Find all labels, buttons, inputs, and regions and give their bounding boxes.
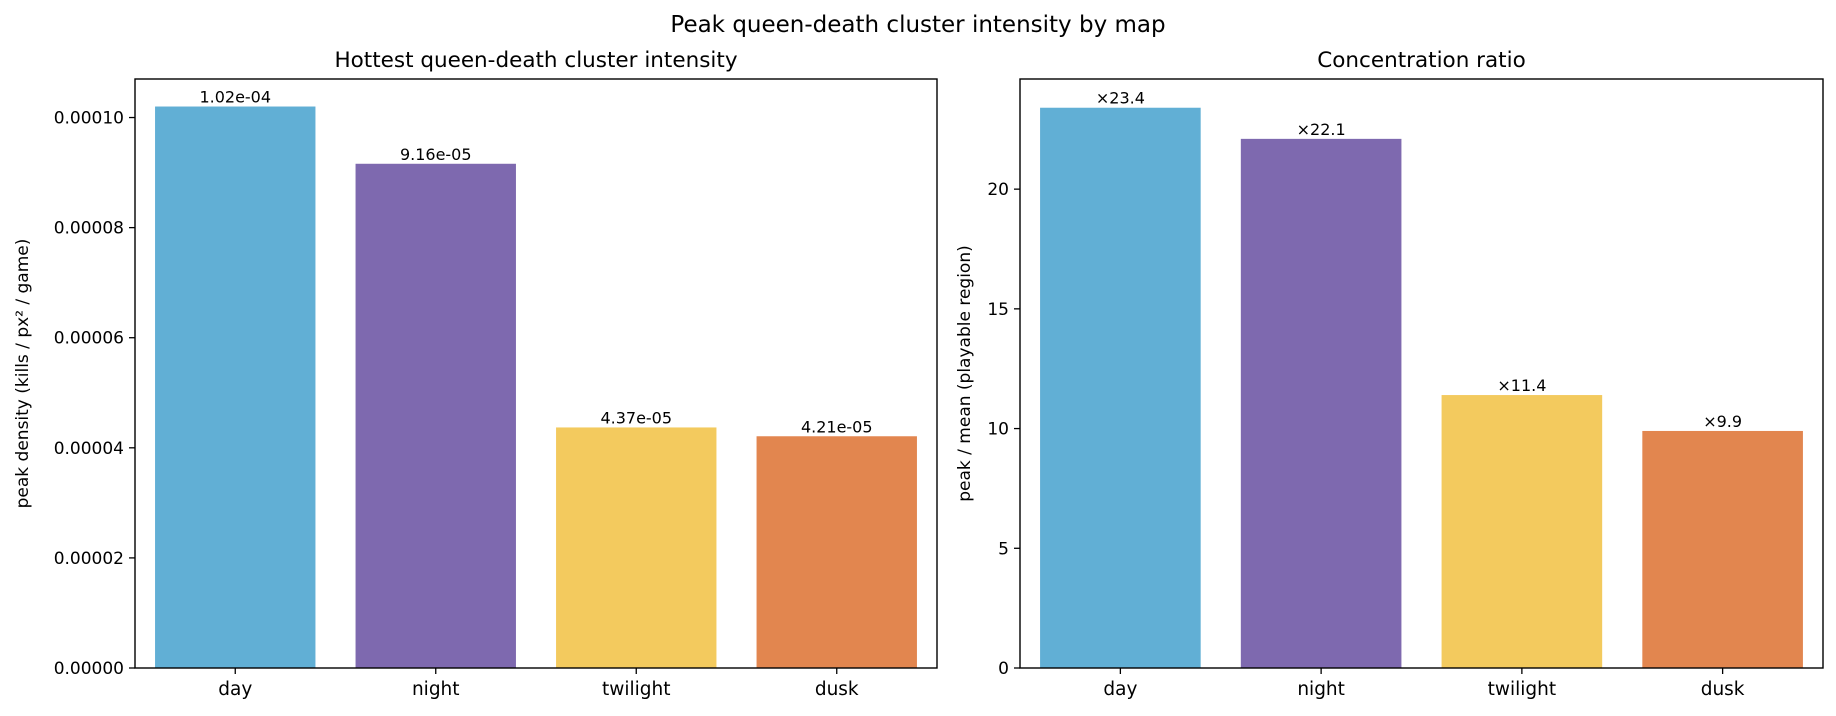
bar-twilight [556, 427, 717, 668]
bar-dusk [1642, 430, 1803, 668]
bar-day [1040, 107, 1201, 669]
bar-day [155, 106, 316, 668]
x-tick-label-night: night [412, 679, 460, 700]
data-label-night: ×22.1 [1297, 120, 1346, 139]
y-tick-label: 0.00010 [54, 109, 124, 129]
chart-panel-1: 1.02e-04 day 9.16e-05 night 4.37e-05 twilight… [13, 48, 938, 700]
y-tick-label: 0 [998, 659, 1009, 679]
x-tick-label-dusk: dusk [1701, 679, 1745, 700]
y-tick-label: 0.00002 [54, 549, 124, 569]
y-tick-label: 0.00008 [54, 219, 124, 239]
data-label-dusk: ×9.9 [1703, 412, 1742, 431]
x-tick-label-day: day [218, 679, 252, 700]
y-tick-label: 15 [987, 300, 1009, 320]
axes-frame [134, 78, 938, 669]
data-label-dusk: 4.21e-05 [801, 417, 873, 436]
panel-title: Concentration ratio [1317, 48, 1526, 73]
x-tick-label-twilight: twilight [602, 679, 671, 700]
y-tick-label: 20 [987, 180, 1009, 200]
y-tick-label: 0.00000 [54, 659, 124, 679]
x-tick-label-night: night [1297, 679, 1345, 700]
y-axis-label: peak / mean (playable region) [955, 245, 975, 501]
x-tick-label-day: day [1103, 679, 1137, 700]
bar-night [355, 163, 516, 668]
data-label-twilight: 4.37e-05 [600, 408, 672, 427]
y-tick-label: 0.00006 [54, 329, 124, 349]
panel-title: Hottest queen-death cluster intensity [334, 48, 737, 73]
x-tick-label-twilight: twilight [1488, 679, 1557, 700]
bar-twilight [1441, 395, 1603, 668]
axes-frame [1019, 78, 1824, 669]
bar-dusk [756, 436, 917, 668]
y-tick-label: 10 [987, 420, 1009, 440]
data-label-twilight: ×11.4 [1497, 376, 1546, 395]
y-axis-label: peak density (kills / px² / game) [13, 239, 33, 509]
bar-night [1240, 138, 1402, 668]
y-tick-label: 5 [998, 539, 1009, 559]
x-tick-label-dusk: dusk [815, 679, 859, 700]
data-label-night: 9.16e-05 [400, 145, 472, 164]
chart-panel-2: ×23.4 day ×22.1 night ×11.4 twilight ×9.9 dusk 0… [955, 48, 1824, 700]
y-tick-label: 0.00004 [54, 439, 124, 459]
figure-suptitle: Peak queen-death cluster intensity by ma… [670, 12, 1165, 38]
data-label-day: 1.02e-04 [199, 88, 271, 107]
data-label-day: ×23.4 [1096, 89, 1145, 108]
